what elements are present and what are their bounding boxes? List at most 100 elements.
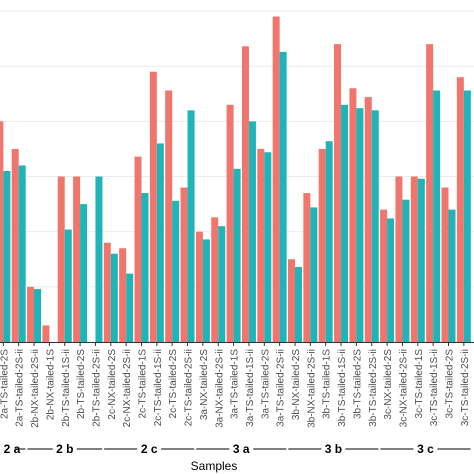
bar-series-b bbox=[218, 226, 226, 342]
bar-series-b bbox=[295, 266, 302, 342]
x-tick-label: 3b-TS-tailed-1S bbox=[322, 349, 333, 419]
bar-series-a bbox=[73, 176, 81, 342]
bar-series-a bbox=[349, 88, 357, 343]
bar-series-a bbox=[119, 248, 127, 342]
bar-series-b bbox=[387, 218, 395, 342]
x-tick-labels: 2a-TS-tailed-1S-ii2a-TS-tailed-2S2a-TS-t… bbox=[0, 349, 471, 428]
x-tick-label: 2a-TS-tailed-2S bbox=[0, 349, 10, 419]
bar-series-a bbox=[226, 104, 234, 342]
bar-series-a bbox=[318, 148, 326, 342]
bar-series-a bbox=[27, 286, 35, 342]
bar-series-b bbox=[325, 141, 333, 342]
bar-series-b bbox=[417, 178, 425, 342]
bar-series-a bbox=[380, 209, 388, 342]
x-tick-label: 2b-NX-tailed-1S bbox=[45, 349, 56, 420]
bar-series-a bbox=[272, 16, 280, 342]
x-tick-label: 3c-TS-tailed-1S-ii bbox=[429, 349, 440, 426]
bar-series-b bbox=[141, 193, 149, 342]
x-tick-label: 3c-TS-tailed-2S-ii bbox=[460, 349, 471, 426]
x-tick-label: 3c-TS-tailed-2S bbox=[445, 349, 456, 419]
x-tick-label: 2b-TS-tailed-2S bbox=[76, 349, 87, 419]
bar-series-a bbox=[165, 90, 173, 343]
x-tick-label: 3b-NX-tailed-2S-ii bbox=[306, 349, 317, 428]
bar-series-b bbox=[248, 121, 256, 343]
bar-series-b bbox=[356, 108, 364, 343]
bar-series-a bbox=[334, 44, 342, 343]
bar-series-a bbox=[426, 44, 434, 343]
x-tick-label: 3a-NX-tailed-2S-ii bbox=[214, 349, 225, 428]
bar-series-a bbox=[303, 193, 311, 342]
group-label: 2 a bbox=[4, 442, 21, 456]
x-tick-label: 3a-TS-tailed-1S bbox=[230, 349, 241, 419]
bar-series-a bbox=[11, 148, 19, 342]
bar-series-a bbox=[456, 77, 464, 343]
bars bbox=[0, 16, 471, 343]
bar-series-a bbox=[395, 176, 403, 342]
x-tick-label: 3b-TS-tailed-2S-ii bbox=[368, 349, 379, 427]
bar-series-a bbox=[103, 242, 111, 342]
bar-series-b bbox=[156, 143, 164, 342]
x-tick-label: 3c-NX-tailed-2S bbox=[383, 349, 394, 420]
x-tick-label: 3c-NX-tailed-2S-ii bbox=[398, 349, 409, 427]
bar-series-a bbox=[134, 156, 142, 342]
bar-series-a bbox=[149, 71, 157, 342]
x-tick-label: 2b-TS-tailed-1S-ii bbox=[61, 349, 72, 427]
bar-series-b bbox=[110, 253, 118, 342]
x-tick-label: 2a-TS-tailed-2S-ii bbox=[15, 349, 26, 427]
group-label: 2 b bbox=[56, 442, 73, 456]
x-tick-label: 3c-TS-tailed-1S bbox=[414, 349, 425, 419]
bar-series-a bbox=[441, 187, 449, 342]
bar-series-b bbox=[463, 90, 471, 343]
group-label: 2 c bbox=[141, 442, 158, 456]
bar-series-b bbox=[341, 104, 349, 342]
x-tick-label: 3b-TS-tailed-1S-ii bbox=[337, 349, 348, 427]
bar-series-a bbox=[195, 231, 203, 342]
x-tick-label: 2c-TS-tailed-1S-ii bbox=[153, 349, 164, 426]
x-axis-title: Samples bbox=[191, 459, 238, 473]
x-tick-label: 2c-NX-tailed-2S-ii bbox=[122, 349, 133, 427]
bar-series-b bbox=[34, 289, 42, 342]
x-tick-label: 2b-NX-tailed-2S-ii bbox=[30, 349, 41, 428]
bar-series-b bbox=[172, 200, 180, 342]
group-label: 3 a bbox=[233, 442, 250, 456]
group-label: 3 c bbox=[417, 442, 434, 456]
x-tick-label: 2c-TS-tailed-2S-ii bbox=[184, 349, 195, 426]
bar-series-a bbox=[57, 176, 65, 342]
bar-series-a bbox=[364, 97, 372, 343]
bar-series-b bbox=[64, 229, 72, 342]
bar-series-b bbox=[18, 165, 26, 342]
x-tick-label: 3a-TS-tailed-1S-ii bbox=[245, 349, 256, 427]
group-labels: 2 a 2 b 2 c 3 a 3 b 3 c bbox=[4, 442, 471, 456]
bar-series-b bbox=[80, 204, 88, 342]
bar-series-b bbox=[95, 176, 103, 342]
bar-series-b bbox=[202, 239, 210, 342]
bar-series-b bbox=[233, 168, 241, 342]
bar-series-a bbox=[0, 121, 4, 343]
x-tick-label: 2b-TS-tailed-2S-ii bbox=[91, 349, 102, 427]
bar-series-b bbox=[264, 152, 272, 342]
bar-series-b bbox=[433, 90, 441, 343]
x-tick-label: 2c-TS-tailed-1S bbox=[138, 349, 149, 419]
x-tick-label: 2c-TS-tailed-2S bbox=[168, 349, 179, 419]
bar-series-a bbox=[42, 325, 50, 342]
bar-series-b bbox=[448, 209, 456, 342]
x-axis bbox=[0, 342, 474, 346]
bar-series-b bbox=[3, 171, 11, 342]
bar-series-b bbox=[187, 110, 195, 343]
bar-series-a bbox=[180, 187, 188, 342]
bar-series-b bbox=[279, 51, 287, 342]
bar-series-b bbox=[402, 199, 410, 342]
x-tick-label: 3a-TS-tailed-2S bbox=[260, 349, 271, 419]
x-tick-label: 2c-NX-tailed-2S bbox=[107, 349, 118, 420]
x-tick-label: 3a-NX-tailed-2S bbox=[199, 349, 210, 420]
bar-series-b bbox=[126, 273, 134, 342]
group-label: 3 b bbox=[325, 442, 342, 456]
bar-series-a bbox=[410, 176, 418, 342]
bar-series-b bbox=[310, 207, 318, 342]
bar-series-b bbox=[371, 110, 379, 343]
x-tick-label: 3a-TS-tailed-2S-ii bbox=[276, 349, 287, 427]
bar-series-a bbox=[241, 46, 249, 343]
bar-series-a bbox=[288, 259, 295, 342]
x-tick-label: 3b-NX-tailed-2S bbox=[291, 349, 302, 420]
